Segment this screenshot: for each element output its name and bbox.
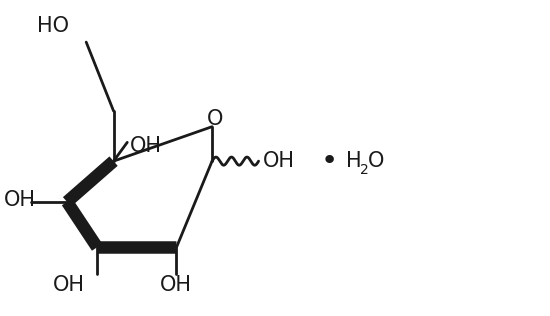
Text: OH: OH xyxy=(130,137,162,156)
Text: OH: OH xyxy=(160,275,192,295)
Text: OH: OH xyxy=(53,275,85,295)
Text: •: • xyxy=(321,147,338,175)
Text: O: O xyxy=(207,109,223,129)
Text: H: H xyxy=(346,151,362,171)
Text: OH: OH xyxy=(4,190,36,210)
Text: OH: OH xyxy=(263,151,295,171)
Text: O: O xyxy=(368,151,384,171)
Text: 2: 2 xyxy=(360,163,368,177)
Text: HO: HO xyxy=(37,16,69,36)
